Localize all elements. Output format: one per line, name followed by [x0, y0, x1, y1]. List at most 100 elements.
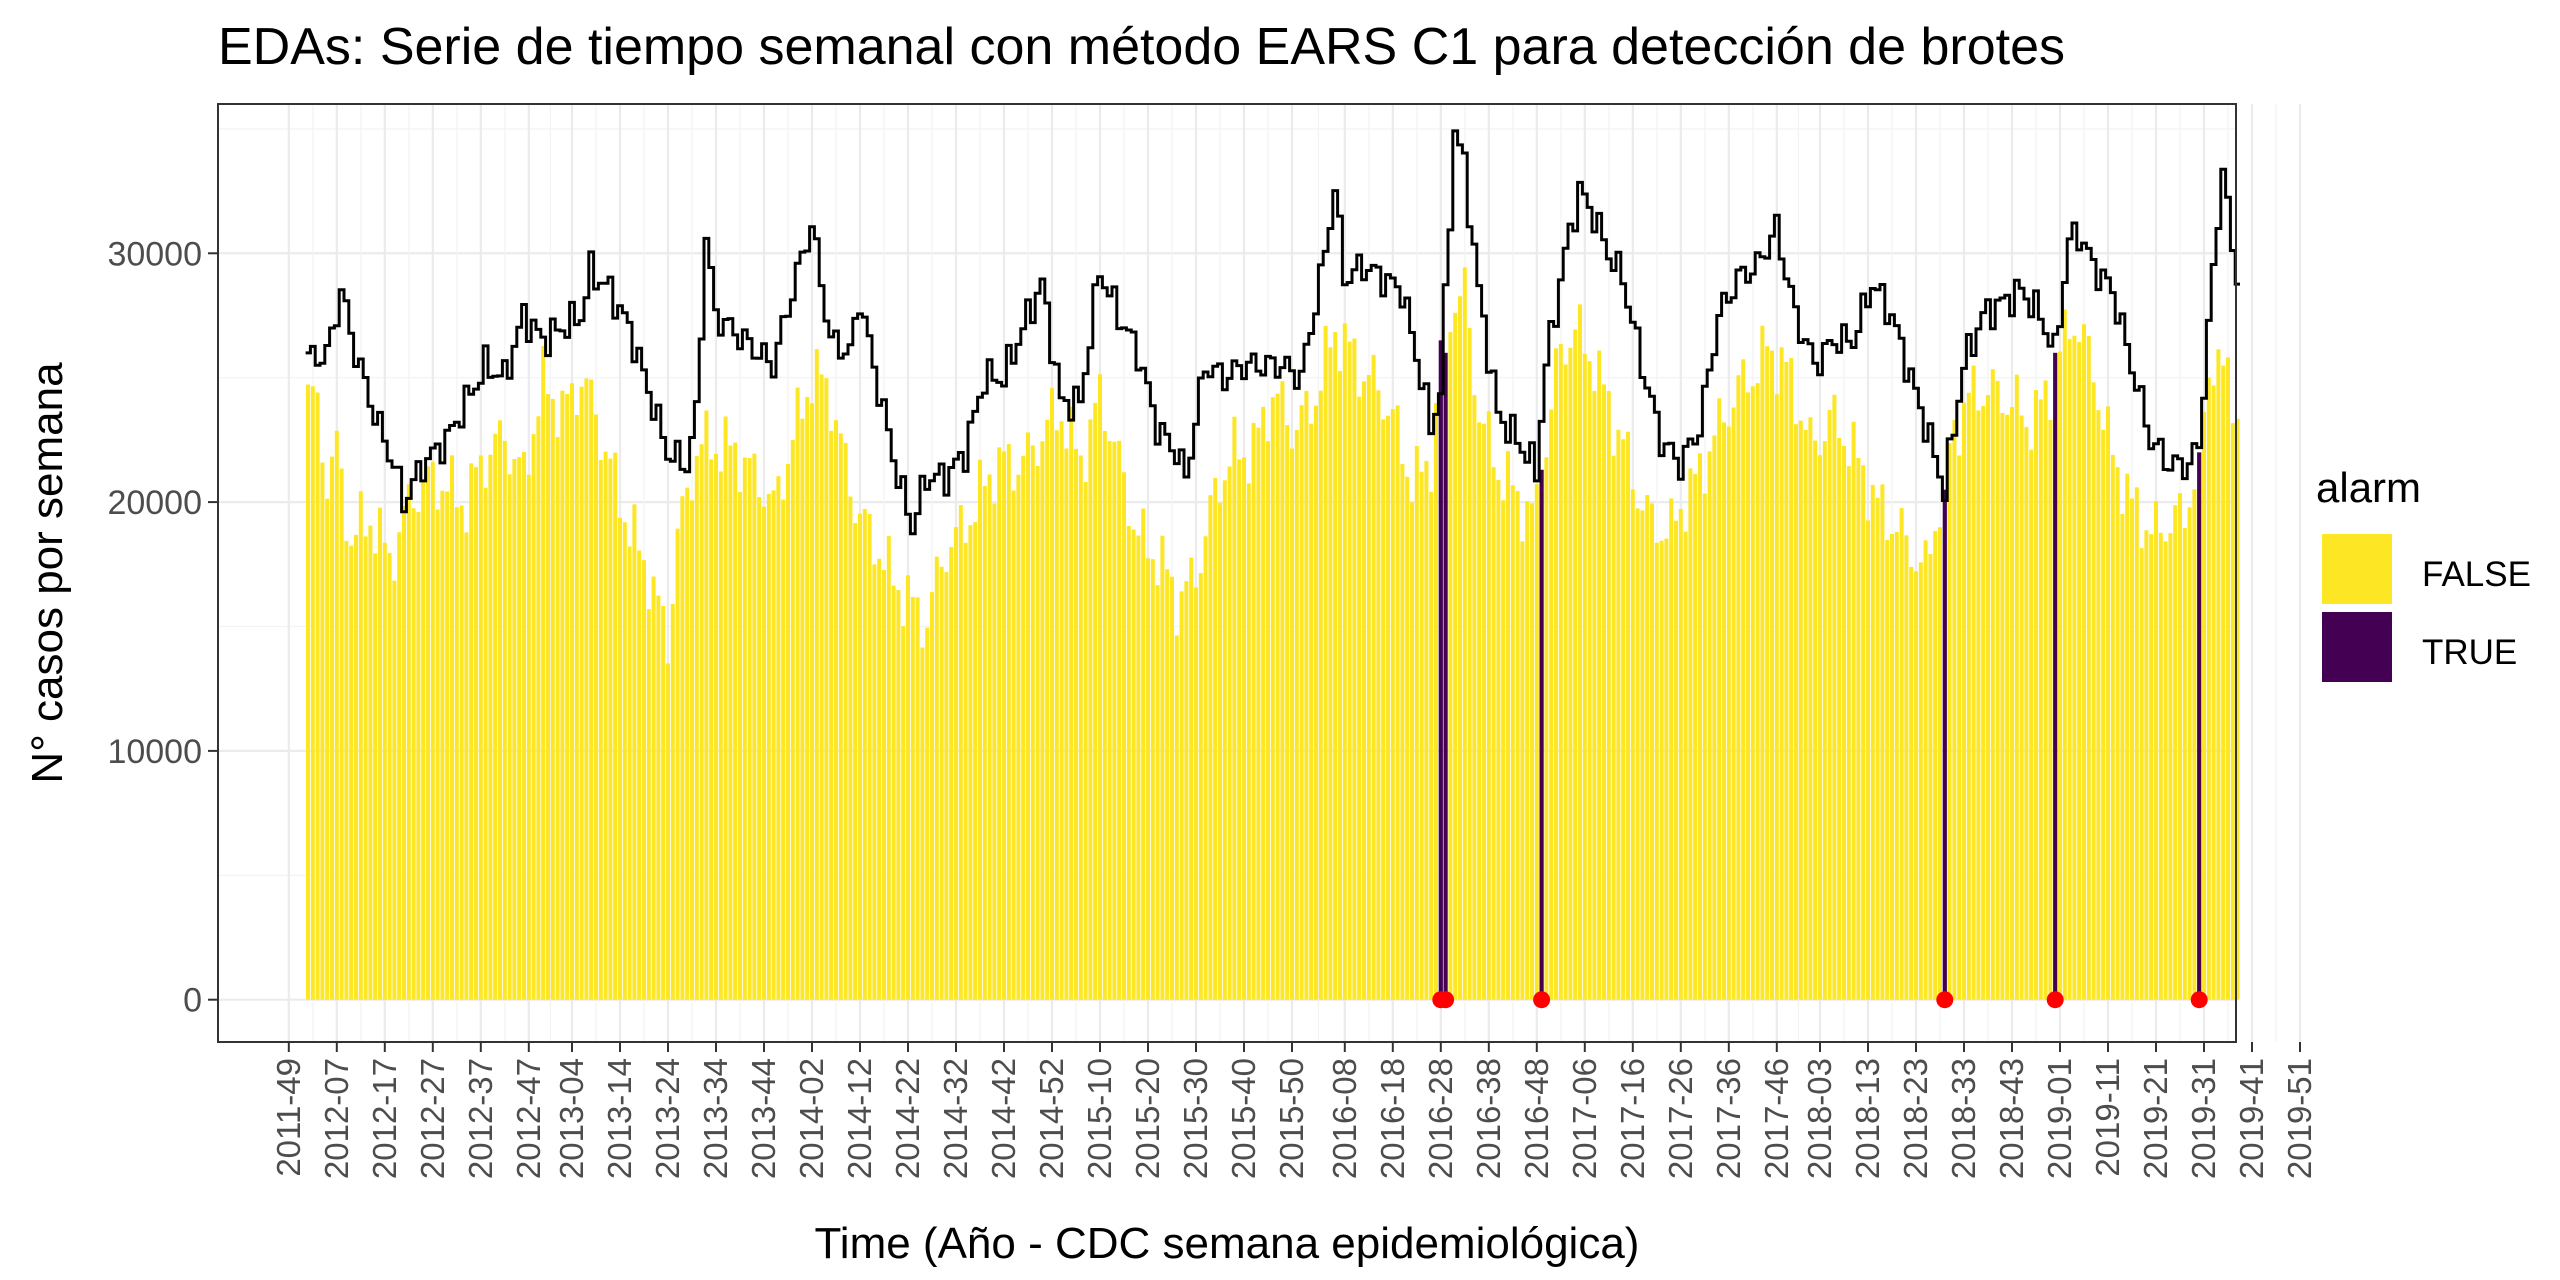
bar-alarm-false	[958, 505, 963, 1000]
bar-alarm-false	[2149, 534, 2154, 1000]
bar-alarm-false	[1918, 562, 1923, 1000]
bar-alarm-false	[901, 626, 906, 1000]
bar-alarm-true	[2197, 452, 2202, 1000]
bar-alarm-false	[1731, 407, 1736, 1000]
bar-alarm-false	[1698, 453, 1702, 1000]
bar-alarm-false	[882, 569, 886, 1000]
bar-alarm-false	[978, 459, 982, 1000]
bar-alarm-false	[1750, 386, 1755, 1000]
bar-alarm-false	[834, 420, 838, 1000]
bar-alarm-false	[1376, 390, 1381, 1000]
bar-alarm-false	[1554, 348, 1558, 1000]
bar-alarm-false	[2000, 412, 2005, 1000]
bar-alarm-false	[1496, 479, 1501, 1000]
bar-alarm-false	[1093, 402, 1098, 1000]
bar-alarm-false	[920, 647, 925, 1000]
bar-alarm-false	[1342, 323, 1347, 1000]
bar-alarm-false	[1170, 576, 1174, 1000]
bar-alarm-false	[330, 456, 334, 1000]
bar-alarm-false	[1587, 361, 1592, 1000]
bar-alarm-false	[1693, 473, 1698, 1000]
bar-alarm-false	[1774, 394, 1779, 1000]
bar-alarm-false	[973, 522, 978, 1000]
bar-alarm-false	[2216, 349, 2221, 1000]
bar-alarm-false	[1458, 296, 1462, 1000]
x-tick-label: 2018-33	[1945, 1058, 1982, 1179]
x-axis: 2011-49 2012-07 2012-17 2012-27 2012-37 2012-…	[270, 1042, 2318, 1179]
bar-alarm-false	[1650, 503, 1654, 1000]
bar-alarm-false	[1270, 397, 1275, 1000]
bar-alarm-false	[1861, 465, 1866, 1000]
bar-alarm-false	[1390, 409, 1395, 1000]
bar-alarm-false	[565, 393, 570, 1000]
bar-alarm-false	[1784, 361, 1789, 1000]
bar-alarm-true	[2053, 352, 2058, 1000]
x-tick-label: 2018-13	[1849, 1058, 1886, 1179]
y-axis-title: N° casos por semana	[23, 362, 72, 784]
bar-alarm-false	[690, 500, 694, 1000]
bar-alarm-false	[1976, 410, 1981, 1000]
bar-alarm-false	[997, 447, 1002, 1000]
bar-alarm-false	[354, 534, 358, 1000]
bar-alarm-false	[325, 498, 330, 1000]
bar-alarm-false	[642, 560, 646, 1000]
bar-alarm-false	[1280, 381, 1285, 1000]
bar-alarm-false	[1314, 405, 1318, 1000]
bar-alarm-false	[493, 433, 498, 1000]
bar-alarm-false	[1726, 426, 1731, 1000]
bar-alarm-false	[1789, 358, 1794, 1000]
bar-alarm-false	[762, 506, 766, 1000]
bar-alarm-false	[1122, 472, 1126, 1000]
bar-alarm-false	[1290, 448, 1294, 1000]
bar-alarm-false	[1179, 591, 1184, 1000]
x-tick-label: 2012-27	[414, 1058, 451, 1179]
bar-alarm-false	[1194, 587, 1198, 1000]
bar-alarm-false	[1923, 540, 1928, 1000]
bar-alarm-false	[334, 430, 339, 1000]
bar-alarm-false	[1371, 354, 1376, 1000]
bar-alarm-false	[1150, 559, 1155, 1000]
y-tick-label: 10000	[107, 733, 202, 771]
bar-alarm-false	[1827, 409, 1832, 1000]
bar-alarm-false	[1424, 460, 1429, 1000]
bar-alarm-false	[579, 386, 584, 1000]
bar-alarm-false	[1054, 430, 1059, 1000]
legend-title: alarm	[2316, 464, 2421, 511]
x-tick-label: 2019-51	[2281, 1058, 2318, 1179]
bar-alarm-false	[488, 454, 493, 1000]
legend-key-true	[2322, 612, 2392, 682]
bar-alarm-false	[1026, 432, 1030, 1000]
x-tick-label: 2012-17	[366, 1058, 403, 1179]
x-tick-label: 2016-38	[1470, 1058, 1507, 1179]
bar-alarm-false	[2202, 412, 2206, 1000]
bar-alarm-false	[1198, 573, 1203, 1000]
y-tick-label: 0	[183, 982, 202, 1020]
x-tick-label: 2014-02	[793, 1058, 830, 1179]
bar-alarm-false	[315, 392, 320, 1000]
bar-alarm-false	[2010, 407, 2014, 1000]
bar-alarm-false	[358, 491, 363, 1000]
bar-alarm-false	[1674, 520, 1678, 1000]
bar-alarm-false	[819, 374, 824, 1000]
bar-alarm-false	[862, 508, 867, 1000]
bar-alarm-false	[378, 507, 382, 1000]
bar-alarm-false	[1611, 455, 1616, 1000]
bar-alarm-false	[2005, 414, 2010, 1000]
bar-alarm-false	[795, 387, 800, 1000]
bar-alarm-false	[1669, 498, 1674, 1000]
bar-alarm-false	[1856, 458, 1861, 1000]
bar-alarm-false	[858, 513, 862, 1000]
bar-alarm-false	[987, 474, 992, 1000]
x-tick-label: 2016-48	[1518, 1058, 1555, 1179]
bar-alarm-false	[594, 414, 598, 1000]
bar-alarm-true	[1539, 469, 1544, 1000]
bar-alarm-false	[1232, 416, 1237, 1000]
bar-alarm-false	[416, 511, 421, 1000]
threshold-line	[305, 129, 2240, 536]
bar-alarm-false	[627, 546, 632, 1000]
bar-alarm-false	[1813, 440, 1818, 1000]
bar-alarm-false	[805, 396, 810, 1000]
bar-alarm-false	[2226, 357, 2230, 1000]
plot-panel-border	[217, 103, 2237, 1043]
bar-alarm-false	[829, 430, 834, 1000]
